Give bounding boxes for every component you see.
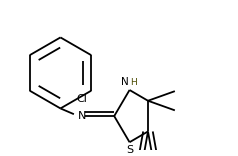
Text: Cl: Cl <box>76 94 87 104</box>
Text: H: H <box>130 78 137 87</box>
Text: N: N <box>78 111 86 121</box>
Text: S: S <box>126 145 133 155</box>
Text: N: N <box>121 77 129 87</box>
